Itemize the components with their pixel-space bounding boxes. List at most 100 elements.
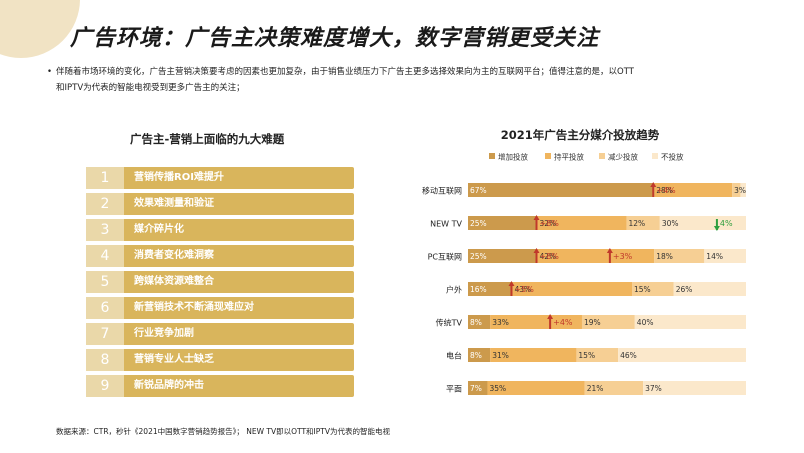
category-label: NEW TV (430, 220, 462, 229)
legend-swatch (599, 153, 605, 159)
down-arrowhead-icon (713, 226, 720, 231)
challenges-title: 广告主-营销上面临的九大难题 (130, 132, 285, 146)
challenge-label: 跨媒体资源难整合 (134, 276, 214, 287)
bar-segment (654, 249, 705, 263)
data-label: 46% (620, 351, 637, 360)
change-label: +8% (540, 219, 560, 228)
bar-segment (576, 348, 619, 362)
data-label: 42% (540, 252, 557, 261)
challenge-label: 行业竞争加剧 (134, 328, 194, 339)
data-label: 7% (470, 384, 482, 393)
data-label: 15% (634, 285, 651, 294)
bullet-marker: • (47, 67, 53, 77)
bar-segment (512, 282, 633, 296)
data-label: 37% (645, 384, 662, 393)
bar-segment (581, 315, 635, 329)
category-label: PC互联网 (428, 253, 462, 262)
data-label: 25% (470, 252, 487, 261)
up-arrowhead-icon (547, 314, 554, 319)
challenge-label: 效果难测量和验证 (134, 198, 214, 209)
legend-label: 减少投放 (608, 152, 638, 162)
page-title: 广告环境：广告主决策难度增大，数字营销更受关注 (70, 26, 600, 51)
category-label: 平面 (446, 385, 462, 394)
up-arrowhead-icon (508, 281, 515, 286)
challenge-label: 新营销技术不断涌现难应对 (134, 302, 254, 313)
change-label: +5% (514, 285, 534, 294)
data-label: 16% (470, 285, 487, 294)
challenge-item: 8 营销专业人士缺乏 (86, 349, 354, 371)
challenge-item: 1 营销传播ROI难提升 (86, 167, 354, 189)
legend-swatch (489, 153, 495, 159)
challenge-number: 2 (86, 193, 124, 215)
intro-line-2: 和IPTV为代表的智能电视受到更多广告主的关注； (56, 83, 245, 93)
challenge-number: 3 (86, 219, 124, 241)
data-label: 67% (470, 186, 487, 195)
bar-segment (468, 183, 655, 197)
change-label: +8% (540, 252, 560, 261)
up-arrowhead-icon (606, 248, 613, 253)
challenge-item: 6 新营销技术不断涌现难应对 (86, 297, 354, 319)
category-label: 移动互联网 (422, 186, 462, 196)
challenge-label: 媒介碎片化 (134, 224, 184, 235)
bar-segment (634, 315, 746, 329)
data-label: 33% (492, 318, 509, 327)
change-label: +4% (553, 318, 573, 327)
bar-segment (732, 183, 741, 197)
data-label: 30% (662, 219, 679, 228)
challenge-number: 4 (86, 245, 124, 267)
legend-label: 持平投放 (554, 152, 584, 162)
bar-segment (468, 282, 513, 296)
challenge-label: 新锐品牌的冲击 (134, 380, 204, 391)
challenge-item: 7 行业竞争加剧 (86, 323, 354, 345)
up-arrowhead-icon (650, 182, 657, 187)
bar-segment (487, 381, 585, 395)
data-label: 12% (628, 219, 645, 228)
bar-segment (704, 249, 746, 263)
category-label: 户外 (446, 285, 462, 295)
data-label: 28% (656, 186, 673, 195)
data-label: 3% (734, 186, 746, 195)
change-label: 4% (720, 219, 733, 228)
challenge-item: 9 新锐品牌的冲击 (86, 375, 354, 397)
bar-segment (468, 348, 491, 362)
bar-segment (537, 216, 627, 230)
data-label: 18% (656, 252, 673, 261)
bar-segment (468, 216, 538, 230)
bar-segment (468, 381, 488, 395)
bar-segment (618, 348, 746, 362)
data-label: 31% (492, 351, 509, 360)
challenge-label: 营销传播ROI难提升 (134, 172, 224, 183)
data-label: 8% (470, 351, 482, 360)
data-label: 19% (584, 318, 601, 327)
legend-swatch (545, 153, 551, 159)
chart-title: 2021年广告主分媒介投放趋势 (501, 128, 660, 142)
bar-segment (584, 381, 644, 395)
challenge-item: 4 消费者变化难洞察 (86, 245, 354, 267)
bar-segment (626, 216, 660, 230)
bar-segment (632, 282, 674, 296)
bar-segment (740, 183, 746, 197)
up-arrowhead-icon (533, 215, 540, 220)
legend-label: 增加投放 (498, 152, 528, 162)
intro-paragraph: • 伴随着市场环境的变化，广告主营销决策要考虑的因素也更加复杂，由于销售业绩压力… (47, 64, 762, 96)
data-label: 21% (587, 384, 604, 393)
source-note: 数据来源：CTR，秒针《2021中国数字营销趋势报告》； NEW TV即以OTT… (56, 427, 390, 436)
category-label: 电台 (446, 351, 462, 361)
challenge-number: 9 (86, 375, 124, 397)
data-label: 15% (578, 351, 595, 360)
data-label: 35% (489, 384, 506, 393)
data-label: 43% (514, 285, 531, 294)
challenge-number: 8 (86, 349, 124, 371)
data-label: 25% (470, 219, 487, 228)
challenge-label: 营销专业人士缺乏 (134, 354, 214, 365)
challenge-number: 1 (86, 167, 124, 189)
change-label: +4% (656, 186, 676, 195)
challenge-item: 2 效果难测量和验证 (86, 193, 354, 215)
bar-segment (490, 315, 582, 329)
up-arrowhead-icon (533, 248, 540, 253)
bar-segment (654, 183, 733, 197)
challenge-item: 3 媒介碎片化 (86, 219, 354, 241)
change-label: +3% (613, 252, 633, 261)
legend-label: 不投放 (661, 152, 684, 162)
